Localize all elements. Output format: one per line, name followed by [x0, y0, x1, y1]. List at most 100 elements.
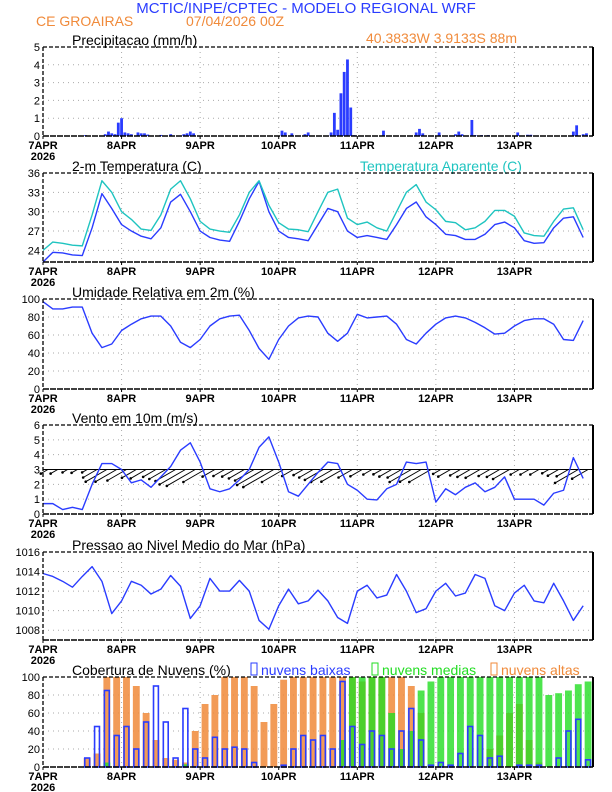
precip-bar — [571, 131, 575, 136]
wind-arrow — [547, 469, 559, 477]
cloud-bar-nuvens-medias — [496, 677, 504, 767]
wind-arrow — [183, 469, 206, 483]
cloud-bar-nuvens-medias — [555, 693, 563, 767]
legend-mid-label: nuvens medias — [382, 662, 476, 678]
y-tick-label: 1 — [34, 494, 40, 506]
precip-bar — [113, 134, 117, 136]
x-tick-label: 13APR — [497, 393, 533, 405]
wind-arrow — [243, 469, 275, 488]
wind-arrow-head — [398, 480, 402, 484]
wind-arrow-head — [529, 473, 532, 476]
clouds-title: Cobertura de Nuvens (%) — [72, 662, 231, 678]
cloud-bar-nuvens-baixas — [123, 725, 130, 768]
wind-arrow-head — [182, 480, 185, 484]
wind-arrow-head — [372, 473, 375, 476]
wind-arrow — [478, 469, 491, 477]
wind-arrow-head — [519, 473, 522, 476]
cloud-bar-nuvens-altas — [240, 677, 248, 767]
wind-arrow — [261, 469, 284, 483]
y-tick-label: 80 — [28, 690, 40, 702]
legend-low-label: nuvens baixas — [261, 662, 351, 678]
wind-arrow-head — [386, 476, 389, 479]
y-tick-label: 1008 — [16, 625, 40, 637]
x-tick-label: 10APR — [261, 518, 297, 530]
y-tick-label: 33 — [28, 187, 40, 199]
wind-arrow — [379, 469, 392, 478]
wind-arrow — [338, 469, 353, 478]
wind-arrow-head — [349, 475, 352, 478]
wind-arrow — [457, 469, 471, 478]
wind-arrow-head — [233, 479, 237, 482]
wind-arrow-head — [84, 480, 88, 484]
y-tick-label: 0 — [34, 384, 40, 396]
precip-bar — [306, 132, 310, 136]
precip-bar — [516, 132, 520, 136]
wind-arrow-head — [212, 474, 215, 478]
cloud-bar-nuvens-medias — [574, 684, 582, 767]
cloud-bar-nuvens-altas — [339, 677, 346, 767]
x-tick-label: 11APR — [340, 518, 375, 530]
wind-arrow — [530, 469, 540, 475]
precip-bar — [146, 134, 150, 136]
precip-bar — [139, 133, 143, 136]
y-tick-label: 60 — [28, 708, 40, 720]
cloud-bar-nuvens-medias — [466, 677, 474, 767]
wind-arrow-head — [540, 472, 544, 475]
rh-panel: 0 20 40 60 80 100 7APR 8APR 9APR 10APR 11APR 12APR 1… — [22, 294, 594, 416]
wind-arrow-head — [227, 477, 231, 480]
cloud-bar-nuvens-altas — [83, 758, 91, 767]
x-tick-label: 13APR — [497, 266, 533, 278]
wind-arrow-head — [158, 483, 161, 486]
precip-bar — [581, 134, 585, 136]
wind-arrow-head — [553, 481, 557, 485]
cloud-bar-nuvens-medias — [388, 713, 396, 767]
precip-bar — [349, 107, 353, 136]
y-tick-label: 40 — [28, 726, 40, 738]
cloud-bar-nuvens-altas — [152, 740, 160, 767]
wind-arrow-head — [509, 473, 512, 476]
precip-bar — [123, 132, 127, 136]
x-tick-label: 8APR — [107, 140, 136, 152]
precip-bar — [143, 133, 146, 136]
wind-arrow — [520, 469, 530, 475]
precip-title: Precipitacao (mm/h) — [72, 32, 197, 48]
wind-arrow — [228, 469, 245, 479]
y-tick-label: 1 — [34, 113, 40, 125]
cloud-bar-nuvens-medias — [535, 677, 543, 767]
cloud-bar-nuvens-medias — [339, 740, 346, 767]
cloud-bar-nuvens-altas — [270, 704, 278, 767]
cloud-bar-nuvens-altas — [329, 677, 337, 767]
cloud-bar-nuvens-medias — [407, 731, 415, 767]
cloud-bar-nuvens-altas — [398, 677, 405, 767]
wind-arrow — [213, 469, 225, 477]
cloud-bar-nuvens-altas — [407, 686, 415, 767]
wind-arrow-head — [362, 473, 365, 476]
wind-arrow-head — [448, 474, 452, 477]
wind-arrow — [121, 469, 137, 479]
cloud-bar-nuvens-baixas — [319, 734, 327, 768]
y-tick-label: 100 — [22, 294, 40, 306]
wind-title: Vento em 10m (m/s) — [72, 410, 198, 426]
x-tick-label: 7APR — [28, 771, 57, 783]
wind-arrow — [166, 469, 196, 487]
precip-bar — [454, 134, 457, 136]
wind-arrow — [321, 469, 343, 483]
wind-arrow-head — [378, 475, 381, 478]
y-tick-label: 0 — [34, 131, 40, 143]
y-tick-label: 2 — [34, 95, 40, 107]
x-tick-label: 9APR — [185, 771, 214, 783]
wind-arrow — [409, 469, 432, 483]
x-tick-label: 7APR — [28, 518, 57, 530]
wind-arrow — [95, 469, 117, 483]
y-tick-label: 0 — [34, 509, 40, 521]
wind-arrow-head — [477, 474, 480, 478]
x-year-label: 2026 — [31, 277, 55, 289]
x-year-label: 2026 — [31, 782, 55, 792]
wind-arrow-head — [70, 471, 73, 475]
cloud-bar-nuvens-altas — [93, 753, 101, 767]
cloud-bar-nuvens-altas — [280, 679, 288, 767]
precip-bar — [342, 71, 346, 136]
cloud-bar-nuvens-altas — [113, 677, 121, 767]
y-tick-label: 6 — [34, 420, 40, 432]
x-tick-label: 8APR — [107, 644, 136, 656]
